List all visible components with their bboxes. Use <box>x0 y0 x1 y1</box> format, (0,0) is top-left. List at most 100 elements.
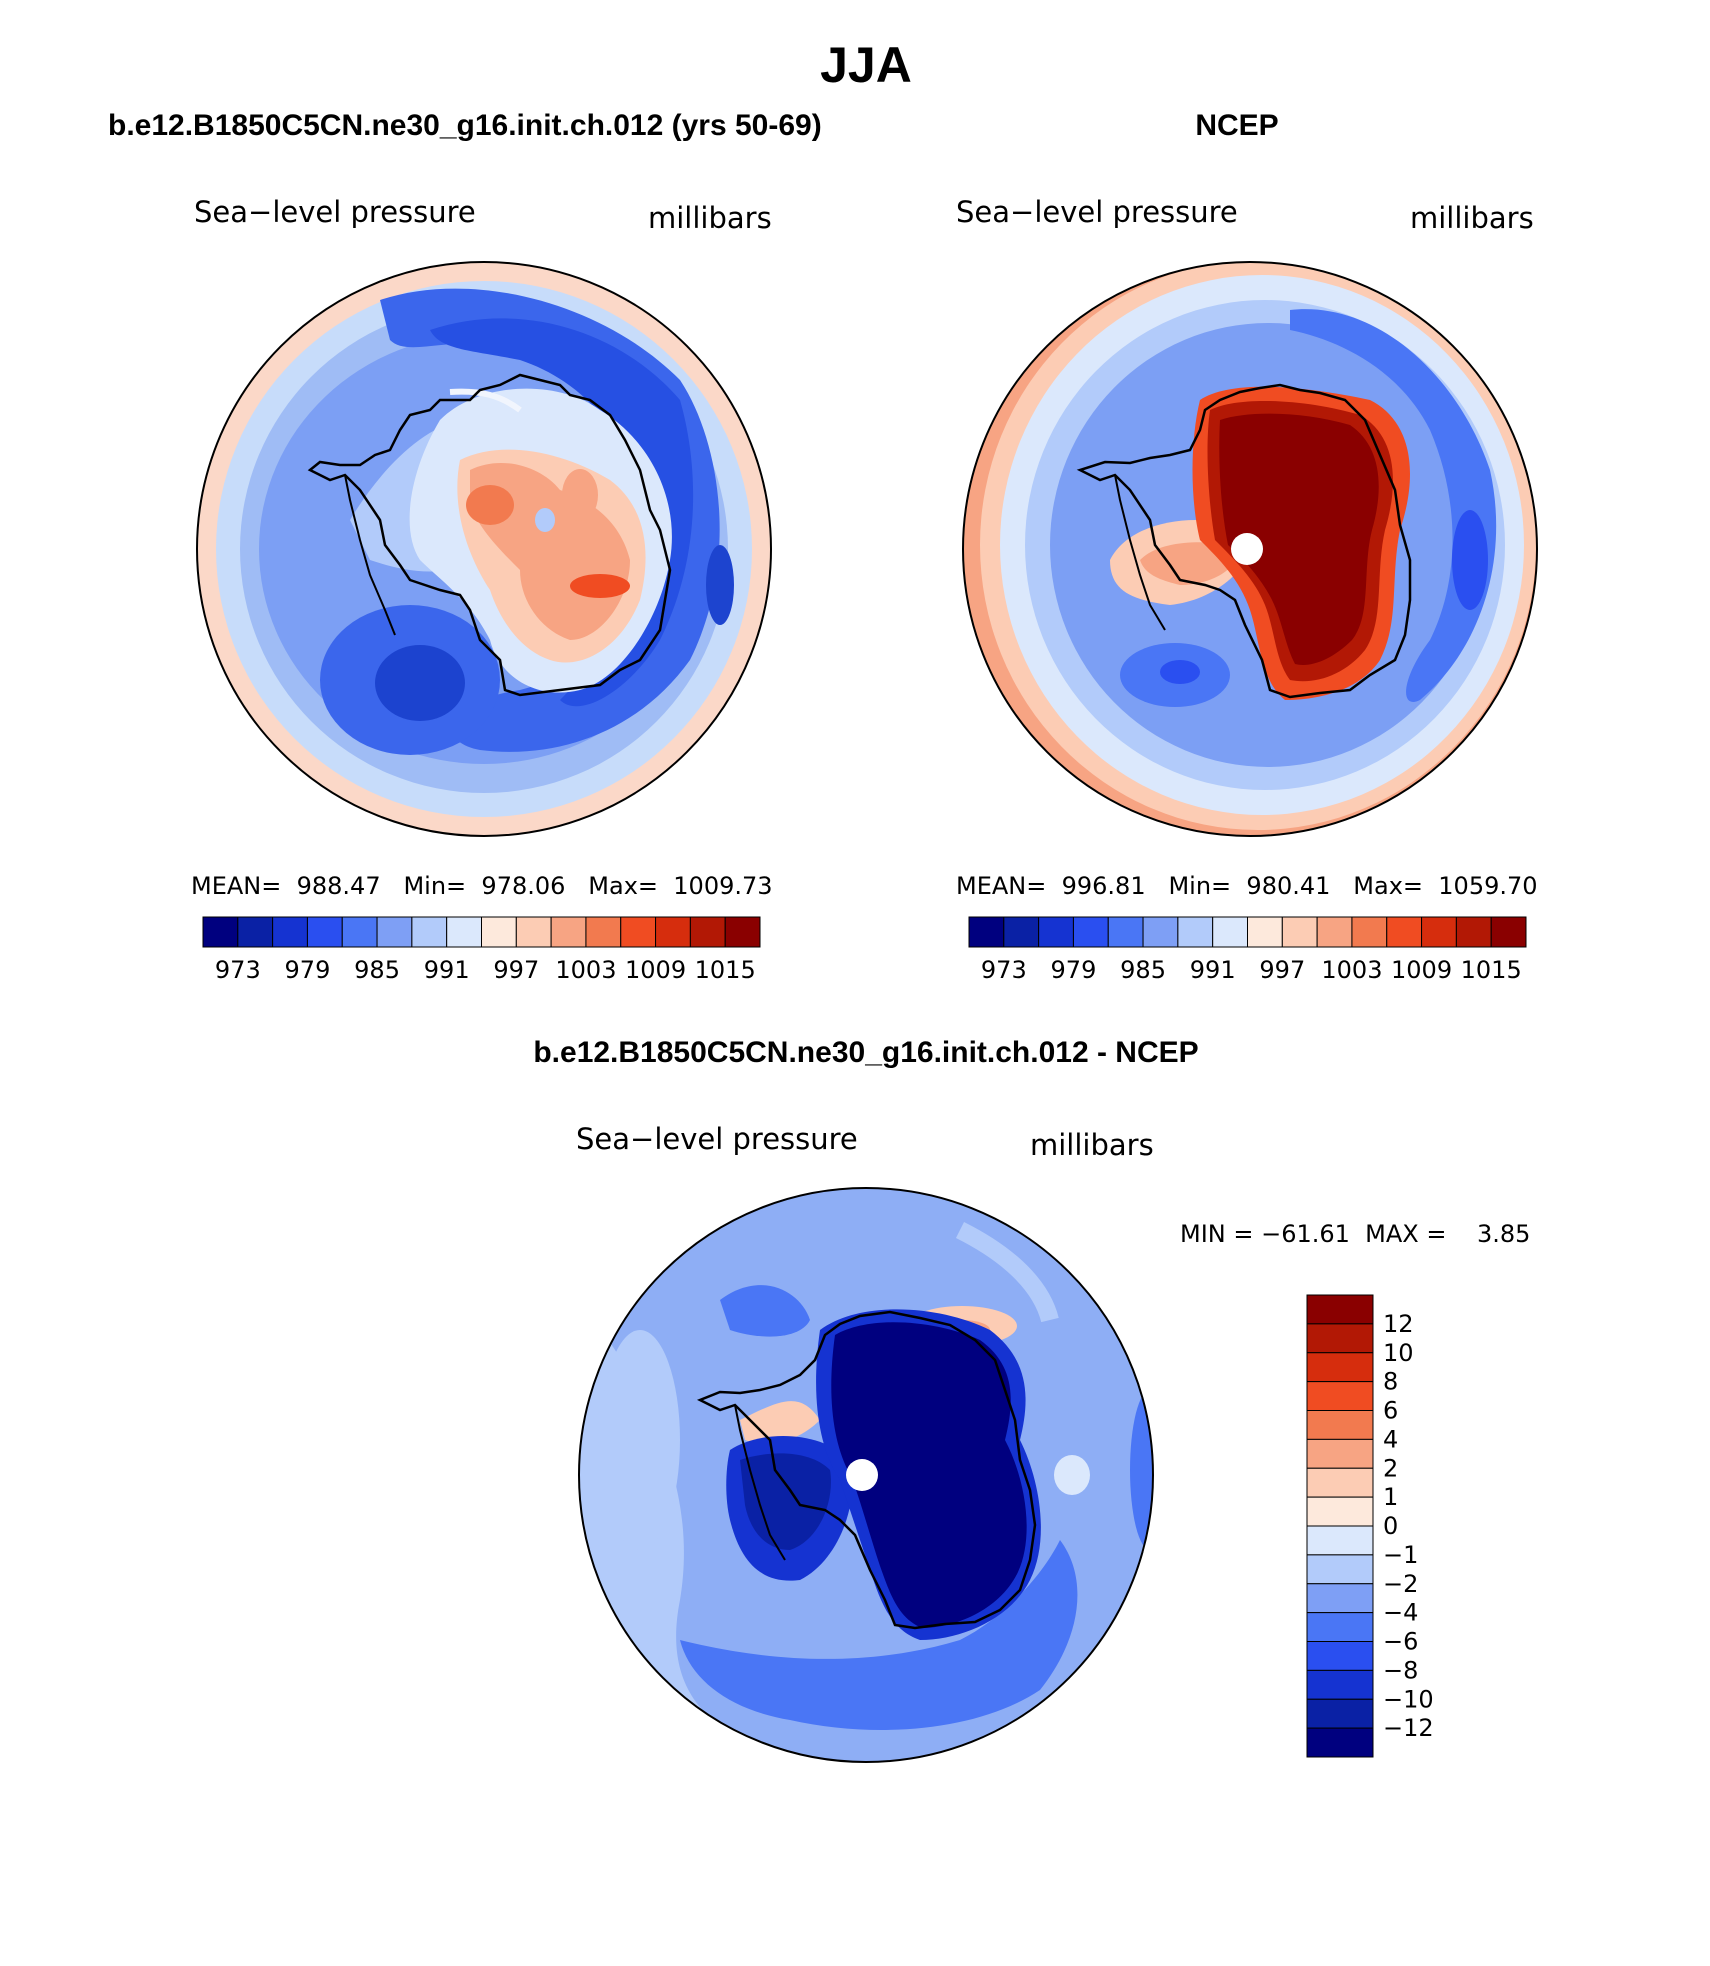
colorbar-swatch <box>1306 1554 1374 1585</box>
colorbar-tick-label: −2 <box>1383 1570 1418 1598</box>
panel-model-map-border <box>196 261 772 837</box>
colorbar-swatch <box>1490 916 1527 948</box>
colorbar-swatch <box>1177 916 1214 948</box>
colorbar-tick-label: 985 <box>354 956 400 984</box>
colorbar-swatch <box>376 916 413 948</box>
panel-model-stats: MEAN= 988.47 Min= 978.06 Max= 1009.73 <box>191 872 773 900</box>
colorbar-tick-label: 979 <box>1051 956 1097 984</box>
colorbar-tick-label: −1 <box>1383 1541 1418 1569</box>
colorbar-tick-label: 0 <box>1383 1512 1398 1540</box>
colorbar-swatch <box>237 916 274 948</box>
colorbar-tick-label: 1003 <box>555 956 616 984</box>
colorbar-tick-label: 979 <box>285 956 331 984</box>
panel-ncep-stats: MEAN= 996.81 Min= 980.41 Max= 1059.70 <box>956 872 1538 900</box>
colorbar-tick-label: −6 <box>1383 1628 1418 1656</box>
panel-diff-stats: MIN = −61.61 MAX = 3.85 <box>1180 1220 1530 1248</box>
panel-model-map <box>197 262 771 836</box>
colorbar-swatch <box>1072 916 1109 948</box>
colorbar-swatch <box>585 916 622 948</box>
colorbar-tick-label: 6 <box>1383 1397 1398 1425</box>
colorbar-swatch <box>341 916 378 948</box>
colorbar-tick-label: 973 <box>981 956 1027 984</box>
colorbar-swatch <box>202 916 239 948</box>
panel-diff-title: b.e12.B1850C5CN.ne30_g16.init.ch.012 - N… <box>533 1036 1198 1069</box>
colorbar-tick-label: 1009 <box>625 956 686 984</box>
colorbar-swatch <box>1306 1323 1374 1354</box>
colorbar-tick-label: 997 <box>1259 956 1305 984</box>
colorbar-swatch <box>1316 916 1353 948</box>
colorbar-swatch <box>1003 916 1040 948</box>
colorbar-tick-label: 10 <box>1383 1339 1414 1367</box>
main-title: JJA <box>820 37 912 93</box>
colorbar-swatch <box>1306 1641 1374 1671</box>
panel-diff: b.e12.B1850C5CN.ne30_g16.init.ch.012 - N… <box>533 1036 1530 1763</box>
colorbar-tick-label: 991 <box>424 956 470 984</box>
colorbar-tick-label: 1003 <box>1321 956 1382 984</box>
colorbar-swatch <box>1306 1727 1374 1758</box>
colorbar-swatch <box>481 916 517 948</box>
colorbar-tick-label: 4 <box>1383 1425 1398 1453</box>
colorbar-swatch <box>1455 916 1492 948</box>
panel-ncep-map-border <box>962 261 1538 837</box>
colorbar-tick-label: 1015 <box>695 956 756 984</box>
panel-model-title: b.e12.B1850C5CN.ne30_g16.init.ch.012 (yr… <box>108 109 822 142</box>
colorbar-swatch <box>620 916 657 948</box>
colorbar-swatch <box>689 916 726 948</box>
colorbar-swatch <box>1306 1352 1374 1383</box>
panel-ncep-colorbar: 973 979 985 991 997 1003 1009 1015 <box>968 916 1527 984</box>
panel-ncep-units: millibars <box>1410 201 1534 235</box>
colorbar-swatch <box>1038 916 1074 948</box>
colorbar-tick-label: 12 <box>1383 1310 1414 1338</box>
panel-diff-units: millibars <box>1030 1128 1154 1162</box>
colorbar-tick-label: −8 <box>1383 1656 1418 1684</box>
colorbar-tick-label: −10 <box>1383 1685 1434 1713</box>
colorbar-swatch <box>1306 1496 1374 1527</box>
colorbar-tick-label: 2 <box>1383 1454 1398 1482</box>
colorbar-tick-label: −4 <box>1383 1599 1418 1627</box>
colorbar-swatch <box>446 916 482 948</box>
panel-ncep-title: NCEP <box>1195 109 1278 142</box>
colorbar-swatch <box>1281 916 1318 948</box>
colorbar-tick-label: 1009 <box>1391 956 1452 984</box>
panel-model-variable: Sea−level pressure <box>194 195 476 229</box>
colorbar-swatch <box>968 916 1005 948</box>
colorbar-tick-label: −12 <box>1383 1714 1434 1742</box>
colorbar-swatch <box>1107 916 1144 948</box>
colorbar-tick-label: 8 <box>1383 1368 1398 1396</box>
panel-model: b.e12.B1850C5CN.ne30_g16.init.ch.012 (yr… <box>108 109 822 984</box>
colorbar-swatch <box>1306 1410 1374 1440</box>
panel-model-colorbar: 973 979 985 991 997 1003 1009 1015 <box>202 916 761 984</box>
colorbar-swatch <box>1306 1583 1374 1614</box>
colorbar-swatch <box>1306 1612 1374 1642</box>
colorbar-tick-label: 991 <box>1190 956 1236 984</box>
colorbar-swatch <box>306 916 343 948</box>
colorbar-swatch <box>1212 916 1248 948</box>
colorbar-swatch <box>272 916 308 948</box>
colorbar-swatch <box>1421 916 1457 948</box>
colorbar-tick-label: 973 <box>215 956 261 984</box>
colorbar-swatch <box>550 916 587 948</box>
colorbar-swatch <box>1306 1438 1374 1469</box>
panel-model-units: millibars <box>648 201 772 235</box>
colorbar-swatch <box>1306 1669 1374 1700</box>
colorbar-tick-label: 985 <box>1120 956 1166 984</box>
colorbar-tick-label: 1 <box>1383 1483 1398 1511</box>
colorbar-swatch <box>1306 1381 1374 1411</box>
colorbar-swatch <box>1386 916 1423 948</box>
colorbar-swatch <box>411 916 448 948</box>
colorbar-swatch <box>1247 916 1283 948</box>
colorbar-swatch <box>1351 916 1388 948</box>
panel-diff-map <box>579 1188 1153 1762</box>
colorbar-swatch <box>1142 916 1179 948</box>
panel-diff-variable: Sea−level pressure <box>576 1122 858 1156</box>
colorbar-tick-label: 1015 <box>1461 956 1522 984</box>
colorbar-swatch <box>655 916 691 948</box>
panel-diff-map-border <box>578 1187 1154 1763</box>
panel-ncep-variable: Sea−level pressure <box>956 195 1238 229</box>
panel-ncep: NCEP Sea−level pressure millibars MEAN= … <box>956 109 1538 984</box>
colorbar-swatch <box>724 916 761 948</box>
colorbar-swatch <box>1306 1525 1374 1556</box>
colorbar-tick-label: 997 <box>493 956 539 984</box>
